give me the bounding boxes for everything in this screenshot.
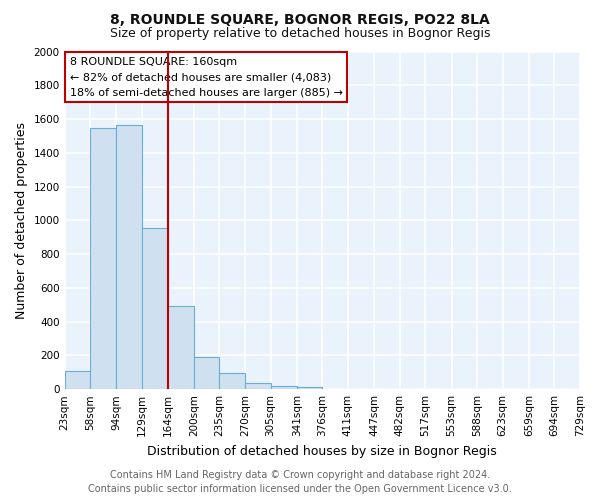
Bar [142,228,167,389]
Text: 8 ROUNDLE SQUARE: 160sqm
← 82% of detached houses are smaller (4,083)
18% of sem: 8 ROUNDLE SQUARE: 160sqm ← 82% of detach… [70,56,343,98]
Bar [65,370,90,389]
Bar [116,125,142,389]
X-axis label: Distribution of detached houses by size in Bognor Regis: Distribution of detached houses by size … [148,444,497,458]
Text: Size of property relative to detached houses in Bognor Regis: Size of property relative to detached ho… [110,28,490,40]
Bar [90,128,116,389]
Text: 8, ROUNDLE SQUARE, BOGNOR REGIS, PO22 8LA: 8, ROUNDLE SQUARE, BOGNOR REGIS, PO22 8L… [110,12,490,26]
Y-axis label: Number of detached properties: Number of detached properties [15,122,28,319]
Bar [220,373,245,389]
Bar [297,387,322,389]
Bar [194,357,220,389]
Text: Contains HM Land Registry data © Crown copyright and database right 2024.
Contai: Contains HM Land Registry data © Crown c… [88,470,512,494]
Bar [271,386,297,389]
Bar [245,384,271,389]
Bar [167,306,194,389]
